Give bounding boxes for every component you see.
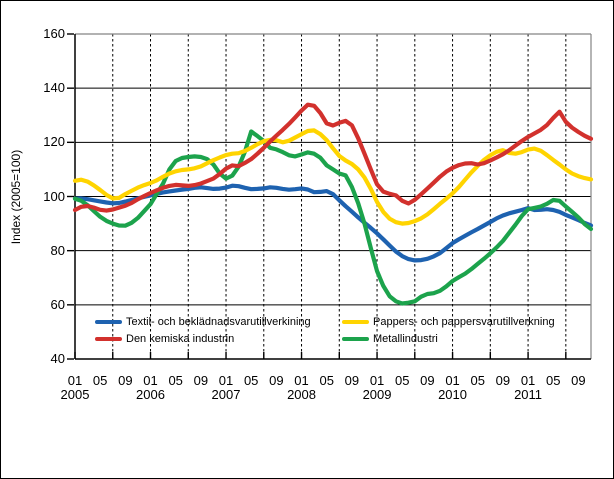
y-tick-label: 160 xyxy=(43,26,65,41)
x-month-label: 09 xyxy=(344,373,360,388)
x-month-label: 05 xyxy=(470,373,485,388)
x-month-label: 09 xyxy=(118,373,133,388)
y-tick-label: 40 xyxy=(50,351,65,366)
x-year-label: 2006 xyxy=(136,387,165,402)
legend-item-textil: Textil- och beklädnadsvarutillverkining xyxy=(95,315,311,328)
x-month-label: 01 xyxy=(143,373,158,388)
series-line-textil xyxy=(72,183,594,263)
x-month-label: 05 xyxy=(92,373,108,388)
metall-line-swatch xyxy=(342,336,369,341)
x-month-label: 05 xyxy=(394,373,410,388)
x-month-label: 09 xyxy=(269,373,284,388)
x-year-label: 2010 xyxy=(438,387,467,402)
x-year-label: 2007 xyxy=(211,387,241,402)
legend-item-pappers: Pappers- och pappersvarutillverkning xyxy=(342,315,555,328)
kemiska-line-swatch xyxy=(95,336,122,341)
x-year-label: 2005 xyxy=(60,387,90,402)
x-month-label: 05 xyxy=(243,373,259,388)
x-month-label: 09 xyxy=(193,373,209,388)
x-month-label: 01 xyxy=(445,373,460,388)
x-month-label: 01 xyxy=(67,373,83,388)
x-month-label: 05 xyxy=(546,373,561,388)
y-tick-label: 100 xyxy=(43,188,65,204)
x-month-label: 01 xyxy=(369,373,385,388)
legend-label-kemiska: Den kemiska industrin xyxy=(126,332,235,345)
textil-line-swatch xyxy=(95,319,122,324)
x-year-label: 2011 xyxy=(514,387,543,402)
series-line-kemiska xyxy=(72,102,594,213)
y-tick-label: 140 xyxy=(43,80,65,96)
x-year-label: 2009 xyxy=(362,387,392,402)
y-axis-title: Index (2005=100) xyxy=(9,149,23,245)
x-month-label: 05 xyxy=(168,373,183,388)
series-line-pappers xyxy=(72,128,594,226)
legend-label-pappers: Pappers- och pappersvarutillverkning xyxy=(373,315,555,328)
x-month-label: 09 xyxy=(571,373,586,388)
y-tick-label: 80 xyxy=(50,242,65,258)
y-tick-label: 60 xyxy=(50,296,65,312)
x-month-label: 05 xyxy=(319,373,334,388)
x-month-label: 09 xyxy=(495,373,511,388)
x-month-label: 01 xyxy=(218,373,234,388)
pappers-line-swatch xyxy=(342,319,369,324)
legend-label-metall: Metallindustri xyxy=(373,332,438,345)
legend-label-textil: Textil- och beklädnadsvarutillverkining xyxy=(126,315,311,328)
y-tick-label: 120 xyxy=(43,134,65,150)
x-month-label: 01 xyxy=(520,373,536,388)
x-month-label: 09 xyxy=(420,373,435,388)
series-line-metall xyxy=(72,129,594,306)
x-year-label: 2008 xyxy=(287,387,316,402)
x-month-label: 01 xyxy=(294,373,309,388)
legend-item-kemiska: Den kemiska industrin xyxy=(95,332,234,345)
legend-item-metall: Metallindustri xyxy=(342,332,438,345)
